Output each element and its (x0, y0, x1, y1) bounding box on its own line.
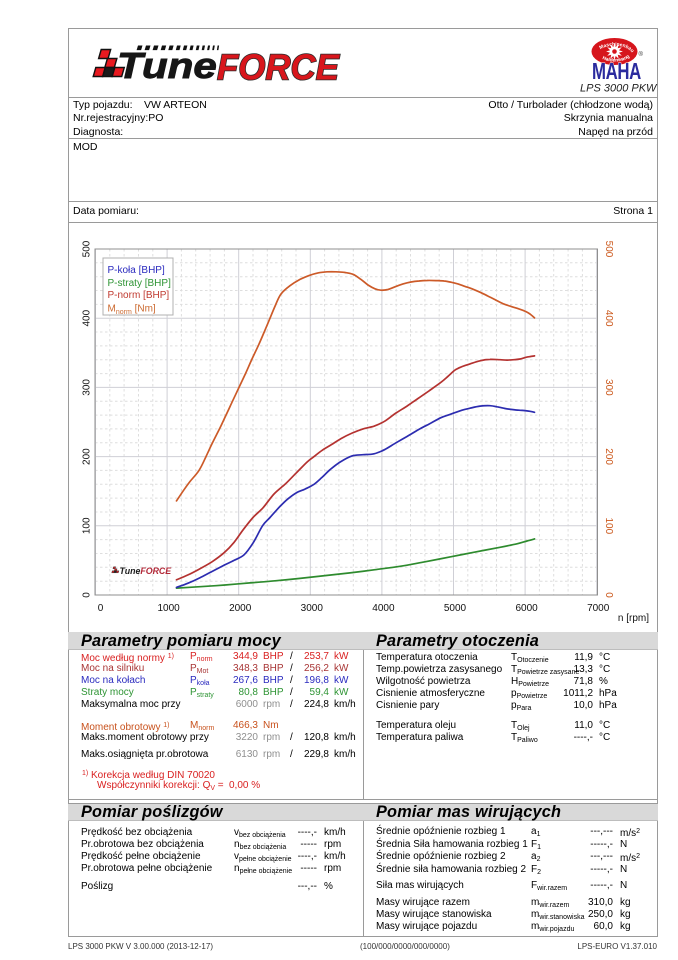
svg-text:P-koła [BHP]: P-koła [BHP] (108, 265, 165, 276)
svg-text:0: 0 (98, 603, 104, 614)
svg-text:200: 200 (82, 448, 93, 465)
svg-text:0: 0 (603, 592, 614, 598)
svg-text:2000: 2000 (229, 603, 252, 614)
svg-text:500: 500 (82, 240, 93, 257)
svg-text:Haldenwang: Haldenwang (601, 54, 631, 63)
svg-text:4000: 4000 (372, 603, 395, 614)
svg-text:P-norm [BHP]: P-norm [BHP] (108, 290, 170, 301)
svg-text:Tune: Tune (117, 47, 217, 84)
svg-text:100: 100 (82, 517, 93, 534)
svg-text:P-straty [BHP]: P-straty [BHP] (108, 278, 172, 289)
svg-text:0: 0 (82, 592, 93, 598)
svg-text:®: ® (639, 51, 644, 58)
svg-text:5000: 5000 (444, 603, 467, 614)
svg-text:7000: 7000 (587, 603, 610, 614)
svg-text:500: 500 (603, 241, 614, 258)
svg-text:400: 400 (82, 309, 93, 326)
svg-text:3000: 3000 (301, 603, 324, 614)
svg-text:100: 100 (603, 517, 614, 534)
svg-text:TuneFORCE: TuneFORCE (120, 566, 173, 576)
svg-text:300: 300 (82, 379, 93, 396)
svg-text:MAHA: MAHA (592, 60, 641, 85)
svg-text:FORCE: FORCE (217, 47, 340, 84)
svg-text:LPS 3000 PKW: LPS 3000 PKW (580, 83, 658, 95)
svg-text:300: 300 (603, 379, 614, 396)
svg-text:n [rpm]: n [rpm] (618, 613, 649, 624)
svg-text:6000: 6000 (515, 603, 538, 614)
svg-text:1000: 1000 (157, 603, 180, 614)
svg-text:200: 200 (603, 448, 614, 465)
svg-text:400: 400 (603, 310, 614, 327)
svg-text:Mnorm [Nm]: Mnorm [Nm] (108, 304, 156, 317)
